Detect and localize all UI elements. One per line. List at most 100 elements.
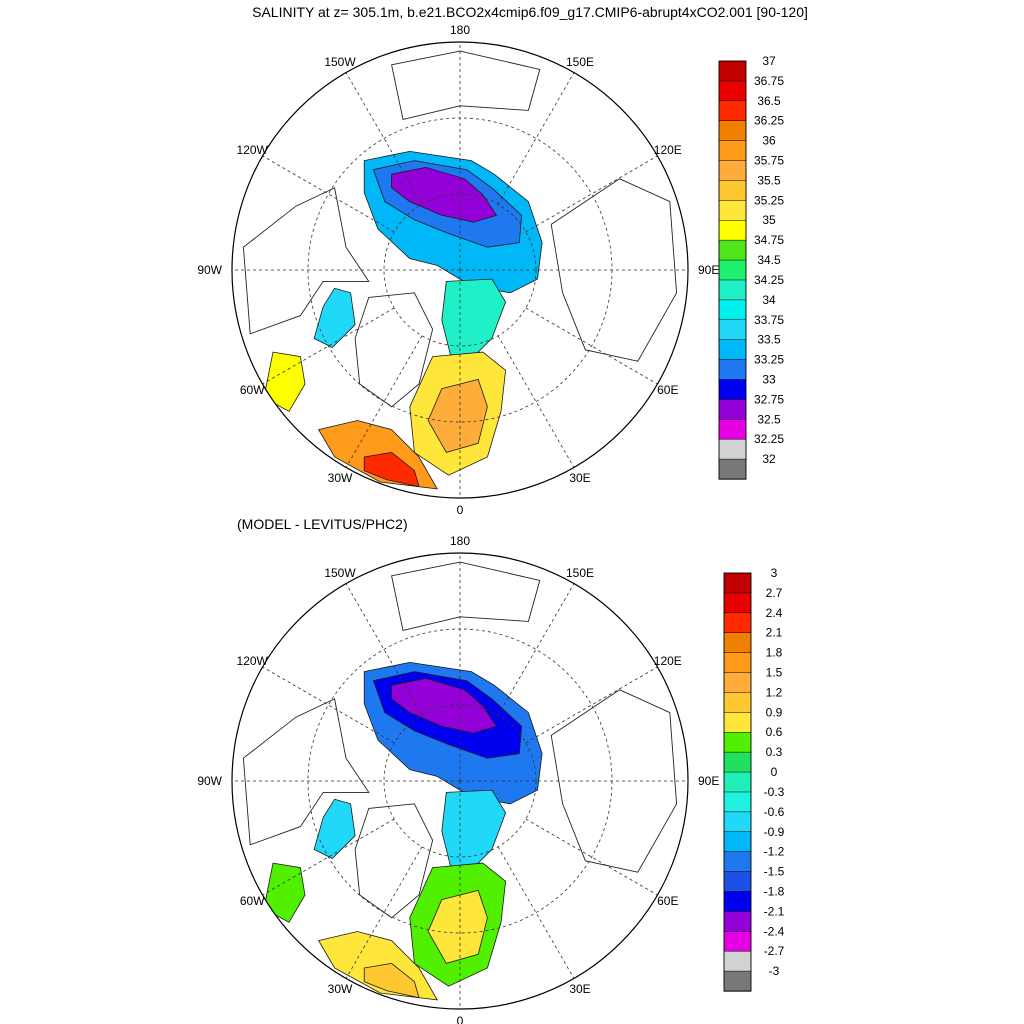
colorbar-tick-label: -0.3 <box>764 785 785 799</box>
colorbar-tick-label: 33.75 <box>754 313 784 327</box>
colorbar-tick-label: -3 <box>769 964 780 978</box>
colorbar-swatch <box>723 831 752 853</box>
salinity-region-basinCore <box>391 677 498 734</box>
colorbar-swatch <box>723 950 752 972</box>
salinity-region-baffin <box>313 287 356 348</box>
colorbar-tick-label: 32.25 <box>754 432 784 446</box>
colorbar-tick-label: 35 <box>762 213 776 227</box>
meridian-240 <box>262 666 395 744</box>
salinity-region-atlanticIn <box>363 451 420 488</box>
longitude-label: 30W <box>328 471 353 485</box>
colorbar-tick-label: 35.75 <box>754 154 784 168</box>
longitude-label: 120W <box>237 654 269 668</box>
salinity-region-atlanticIn <box>363 962 420 999</box>
colorbar-frame <box>718 60 747 480</box>
colorbar-swatch <box>718 100 747 122</box>
coastline-0 <box>242 698 370 846</box>
colorbar-swatch <box>718 259 747 281</box>
colorbar-tick-label: 33 <box>762 373 776 387</box>
colorbar-tick-label: -0.6 <box>764 805 785 819</box>
colorbar-tick-label: 34.5 <box>757 253 781 267</box>
colorbar-tick-label: 0 <box>771 765 778 779</box>
colorbar-swatch <box>723 791 752 813</box>
longitude-label: 120E <box>654 654 682 668</box>
colorbar-swatch <box>718 379 747 401</box>
meridian-60 <box>525 818 658 896</box>
latitude-circle-0 <box>383 704 537 858</box>
colorbar-frame <box>723 572 752 992</box>
colorbar-swatch <box>723 612 752 634</box>
colorbar-swatch <box>718 80 747 102</box>
colorbar-tick-label: 32.5 <box>757 412 781 426</box>
longitude-label: 90E <box>698 263 719 277</box>
colorbar-swatch <box>718 319 747 341</box>
colorbar-tick-label: 1.2 <box>766 685 783 699</box>
meridian-60 <box>525 307 658 385</box>
meridian-300 <box>262 818 395 896</box>
colorbar-swatch <box>718 239 747 261</box>
salinity-region-fram <box>441 278 507 362</box>
meridian-150 <box>497 583 575 716</box>
longitude-label: 150W <box>324 55 356 69</box>
latitude-circle-0 <box>383 193 537 347</box>
longitude-label: 60E <box>657 383 678 397</box>
colorbar-tick-label: -0.9 <box>764 825 785 839</box>
longitude-label: 90E <box>698 774 719 788</box>
panel-anomaly: 180 150E 120E 90E 60E 30E 0 30W 60W 90W 120W 150W 3 2… <box>197 534 784 1024</box>
longitude-label: 90W <box>197 263 222 277</box>
colorbar-tick-label: 1.8 <box>766 646 783 660</box>
colorbar-swatch <box>718 180 747 201</box>
meridian-120 <box>525 666 658 744</box>
colorbar-swatch <box>723 911 752 932</box>
colorbar-swatch <box>723 871 752 893</box>
colorbar-swatch <box>723 970 752 992</box>
meridian-300 <box>262 307 395 385</box>
longitude-label: 30W <box>328 982 353 996</box>
longitude-label: 180 <box>450 534 470 548</box>
colorbar-tick-label: 33.5 <box>757 333 781 347</box>
colorbar-swatch <box>723 771 752 793</box>
colorbar-swatch <box>723 751 752 773</box>
colorbar-swatch <box>718 60 747 82</box>
colorbar-swatch <box>718 399 747 420</box>
colorbar-swatch <box>723 712 752 733</box>
colorbar-tick-label: 37 <box>762 54 776 68</box>
colorbar-swatch <box>718 120 747 142</box>
colorbar-swatch <box>718 160 747 182</box>
coastline-2 <box>550 689 678 873</box>
colorbar-tick-label: -2.1 <box>764 904 785 918</box>
map-border <box>231 41 689 499</box>
salinity-region-fram <box>441 789 507 873</box>
colorbar-swatch <box>723 652 752 674</box>
colorbar-tick-label: 36.25 <box>754 114 784 128</box>
meridian-210 <box>345 72 423 205</box>
panel2-title: (MODEL - LEVITUS/PHC2) <box>237 516 408 532</box>
colorbar-tick-label: 36.5 <box>757 94 781 108</box>
colorbar-swatch <box>718 359 747 381</box>
colorbar-tick-label: 2.7 <box>766 586 783 600</box>
longitude-label: 180 <box>450 23 470 37</box>
longitude-label: 90W <box>197 774 222 788</box>
meridian-210 <box>345 583 423 716</box>
colorbar-swatch <box>723 891 752 913</box>
colorbar-tick-label: 0.9 <box>766 705 783 719</box>
longitude-label: 120W <box>237 143 269 157</box>
colorbar-swatch <box>718 219 747 241</box>
map-border <box>231 552 689 1010</box>
meridian-120 <box>525 155 658 233</box>
colorbar-tick-label: 35.5 <box>757 173 781 187</box>
colorbar-swatch <box>723 851 752 873</box>
colorbar-swatch <box>723 592 752 614</box>
colorbar-swatch <box>718 438 747 460</box>
coastline-1 <box>354 292 434 408</box>
longitude-label: 150W <box>324 566 356 580</box>
colorbar-tick-label: 2.1 <box>766 626 783 640</box>
colorbar-swatch <box>723 692 752 713</box>
colorbar-tick-label: 0.6 <box>766 725 783 739</box>
colorbar-swatch <box>723 672 752 694</box>
colorbar-tick-label: 34.25 <box>754 273 784 287</box>
colorbar-swatch <box>723 731 752 753</box>
colorbar-tick-label: 35.25 <box>754 193 784 207</box>
colorbar-tick-label: -2.7 <box>764 944 785 958</box>
